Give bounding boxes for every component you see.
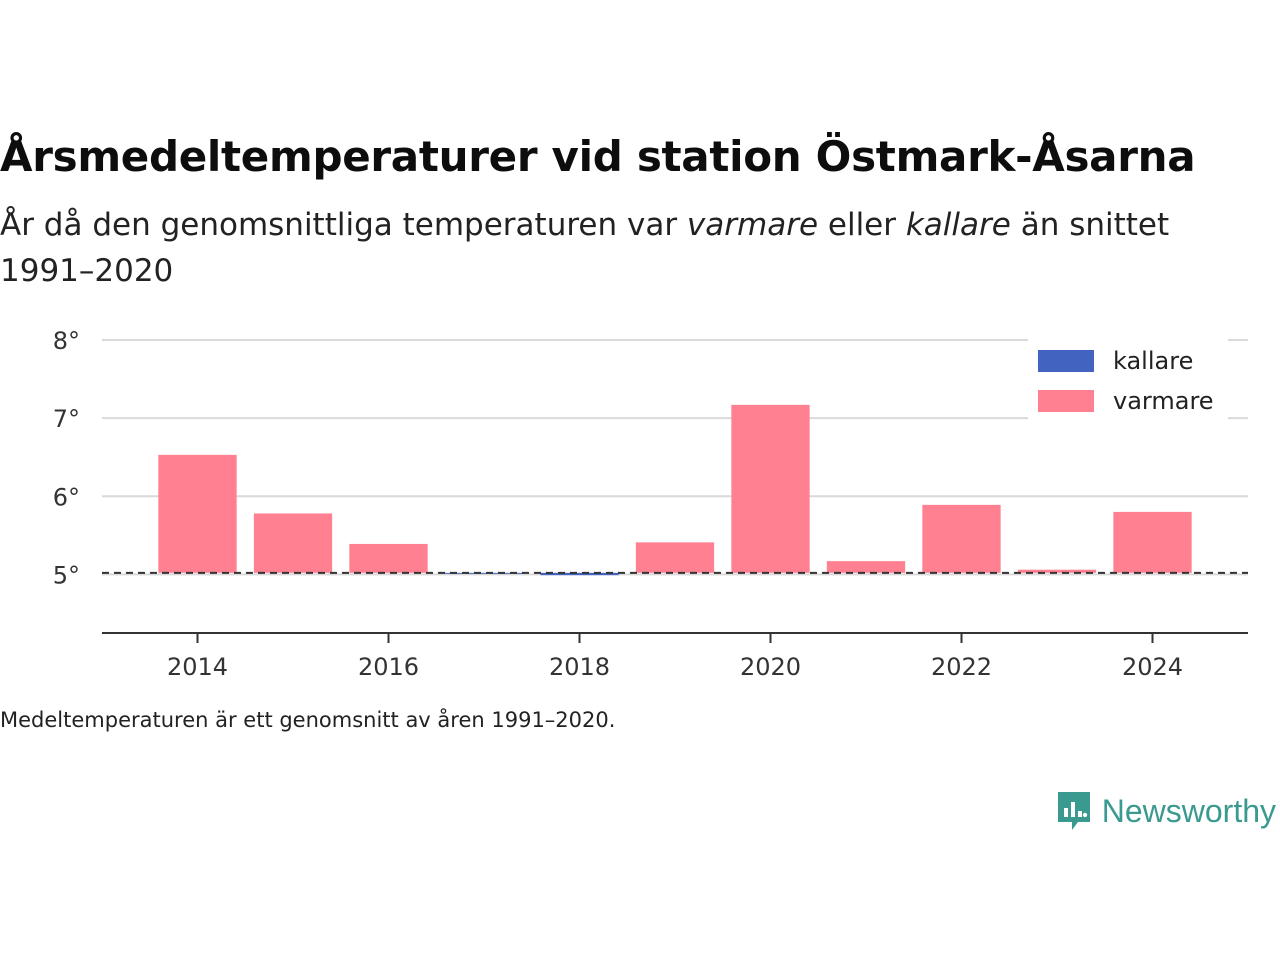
chart-caption: Medeltemperaturen är ett genomsnitt av å… <box>0 708 616 732</box>
x-tick-label-2020: 2020 <box>740 653 801 681</box>
temperature-bar-chart: 5° 6° 7° 8° 2014 2016 2018 2020 2022 2024 kallar… <box>53 327 1248 681</box>
y-tick-label-7: 7° <box>53 405 80 433</box>
x-tick-label-2014: 2014 <box>167 653 228 681</box>
y-tick-label-6: 6° <box>53 483 80 511</box>
brand-name: Newsworthy <box>1101 792 1276 829</box>
subtitle-text-3: än snittet 1991–2020 <box>0 207 1170 289</box>
bar-2024 <box>1113 511 1192 573</box>
subtitle-text-2: eller <box>818 207 906 243</box>
bar-2021 <box>826 561 906 573</box>
bar-2014 <box>158 454 237 573</box>
x-axis-ticks: 2014 2016 2018 2020 2022 2024 <box>167 633 1183 681</box>
chart-title: Årsmedeltemperaturer vid station Östmark… <box>0 132 1196 181</box>
newsworthy-logo-icon <box>1057 792 1090 830</box>
x-tick-label-2022: 2022 <box>931 653 992 681</box>
bar-2022 <box>922 504 1001 573</box>
legend-label-varmare: varmare <box>1113 387 1214 415</box>
legend-swatch-varmare <box>1038 390 1094 412</box>
bar-2020 <box>731 404 810 573</box>
subtitle-text-1: År då den genomsnittliga temperaturen va… <box>0 207 687 243</box>
y-axis-ticks: 5° 6° 7° 8° <box>53 327 80 589</box>
subtitle-warm-word: varmare <box>686 207 819 243</box>
bar-2023 <box>1017 569 1097 573</box>
legend-label-kallare: kallare <box>1113 347 1193 375</box>
brand-logo: Newsworthy <box>1056 790 1276 832</box>
subtitle-cold-word: kallare <box>905 207 1011 243</box>
bar-2019 <box>635 542 715 573</box>
y-tick-label-8: 8° <box>53 327 80 355</box>
legend: kallare varmare <box>1028 338 1228 422</box>
chart-subtitle: År då den genomsnittliga temperaturen va… <box>0 202 1250 294</box>
x-tick-label-2018: 2018 <box>549 653 610 681</box>
bar-2017 <box>444 572 524 574</box>
x-tick-label-2024: 2024 <box>1122 653 1183 681</box>
bar-2016 <box>349 543 428 573</box>
bars <box>158 404 1192 576</box>
x-tick-label-2016: 2016 <box>358 653 419 681</box>
bar-2018 <box>540 572 619 576</box>
legend-swatch-kallare <box>1038 350 1094 372</box>
y-tick-label-5: 5° <box>53 561 80 589</box>
bar-2015 <box>253 513 333 573</box>
